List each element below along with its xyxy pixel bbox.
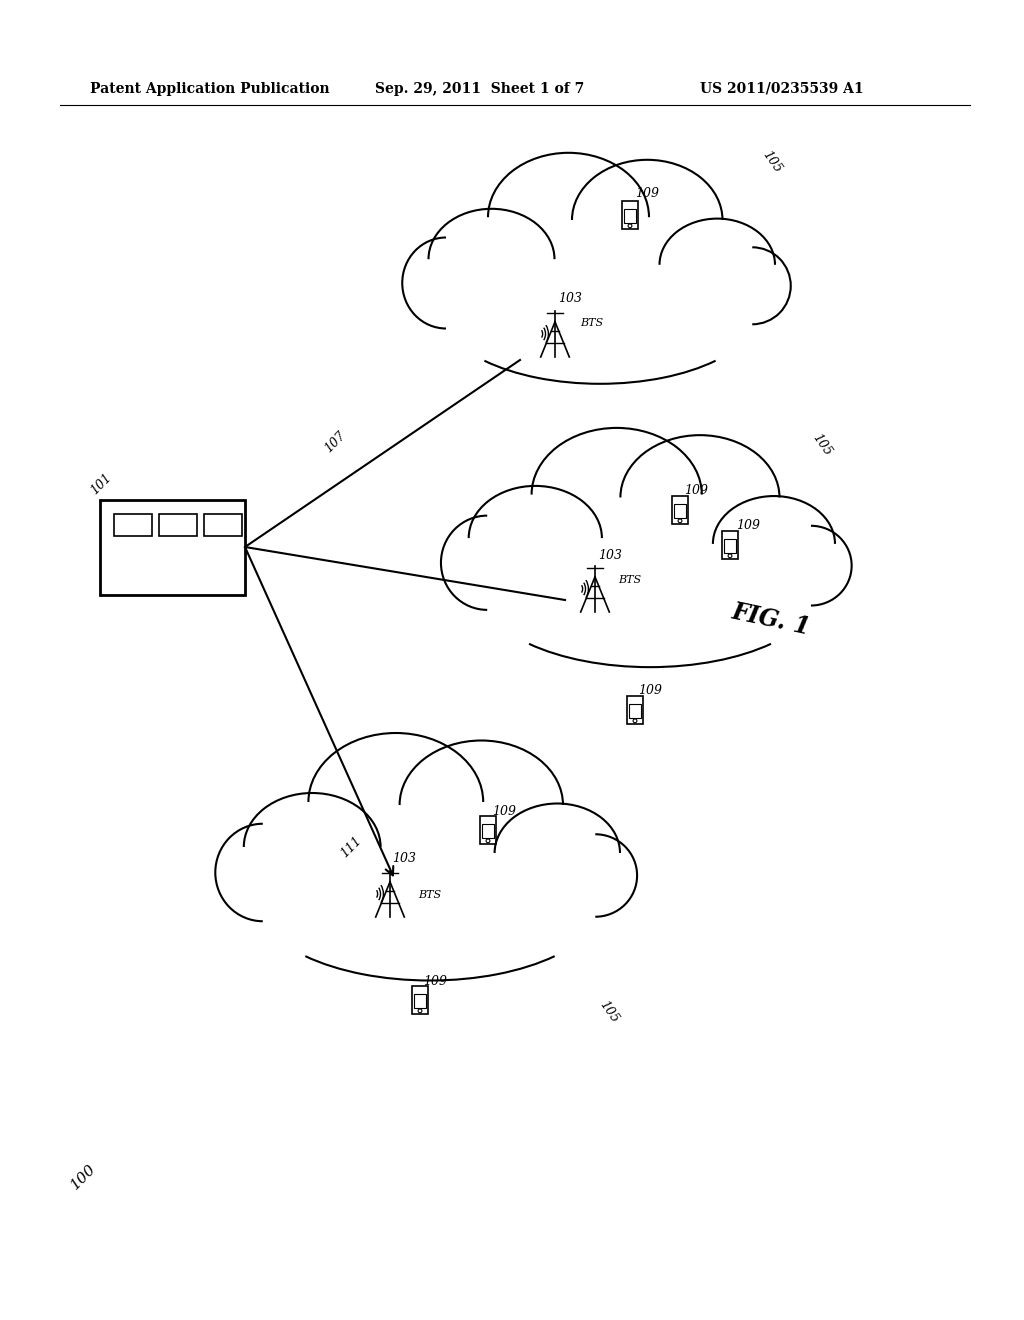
Bar — [630, 705, 641, 718]
Text: 109: 109 — [684, 484, 708, 498]
Bar — [482, 824, 494, 838]
Bar — [159, 513, 197, 536]
Text: 100: 100 — [68, 1162, 98, 1192]
Text: 105: 105 — [810, 430, 835, 458]
Text: 109: 109 — [635, 187, 659, 201]
Text: 111: 111 — [338, 834, 365, 861]
Bar — [415, 994, 426, 1008]
Bar — [100, 500, 245, 595]
Bar — [722, 532, 738, 558]
Text: US 2011/0235539 A1: US 2011/0235539 A1 — [700, 82, 863, 96]
Text: 109: 109 — [736, 519, 760, 532]
Text: 109: 109 — [423, 975, 447, 987]
Text: BTS: BTS — [618, 576, 641, 585]
Text: FIG. 1: FIG. 1 — [730, 599, 813, 640]
Text: 105: 105 — [597, 998, 622, 1026]
Bar — [674, 504, 686, 517]
Text: Patent Application Publication: Patent Application Publication — [90, 82, 330, 96]
Bar — [724, 540, 735, 553]
Text: 101: 101 — [88, 471, 114, 498]
Bar — [672, 496, 688, 524]
Bar — [625, 210, 636, 223]
Text: 107: 107 — [322, 429, 348, 455]
Text: 103: 103 — [392, 851, 416, 865]
Text: 109: 109 — [492, 805, 516, 818]
Text: 105: 105 — [760, 148, 784, 176]
Bar — [412, 986, 428, 1014]
Bar — [622, 202, 638, 228]
Text: Sep. 29, 2011  Sheet 1 of 7: Sep. 29, 2011 Sheet 1 of 7 — [375, 82, 585, 96]
Bar — [204, 513, 242, 536]
Text: BTS: BTS — [418, 890, 441, 900]
Bar — [114, 513, 152, 536]
Text: 103: 103 — [598, 549, 622, 562]
Text: 109: 109 — [638, 684, 662, 697]
Text: BTS: BTS — [580, 318, 603, 327]
Bar — [627, 697, 643, 723]
Text: 103: 103 — [558, 292, 582, 305]
Bar — [480, 816, 496, 843]
